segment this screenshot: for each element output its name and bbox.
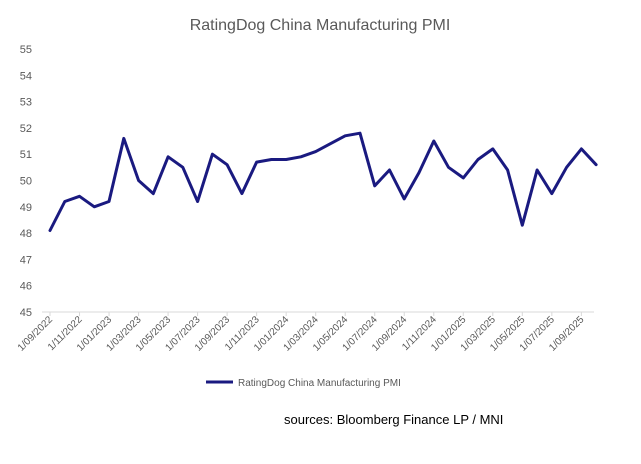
source-note: sources: Bloomberg Finance LP / MNI xyxy=(284,412,504,427)
y-tick-label: 51 xyxy=(20,149,32,161)
y-tick-label: 52 xyxy=(20,123,32,135)
chart-title: RatingDog China Manufacturing PMI xyxy=(190,17,451,34)
y-tick-label: 54 xyxy=(20,70,32,82)
y-tick-label: 45 xyxy=(20,307,32,319)
y-axis: 45 46 47 48 49 50 51 52 53 54 55 xyxy=(20,44,32,319)
y-tick-label: 50 xyxy=(20,176,32,188)
y-tick-label: 47 xyxy=(20,254,32,266)
series-line-pmi xyxy=(48,131,598,232)
y-tick-label: 49 xyxy=(20,202,32,214)
y-tick-label: 48 xyxy=(20,228,32,240)
y-tick-label: 53 xyxy=(20,97,32,109)
legend: RatingDog China Manufacturing PMI xyxy=(206,378,401,389)
y-tick-label: 46 xyxy=(20,281,32,293)
y-tick-label: 55 xyxy=(20,44,32,56)
legend-label: RatingDog China Manufacturing PMI xyxy=(238,378,401,389)
x-axis: 1/09/20221/11/20221/01/20231/03/20231/05… xyxy=(16,312,587,354)
